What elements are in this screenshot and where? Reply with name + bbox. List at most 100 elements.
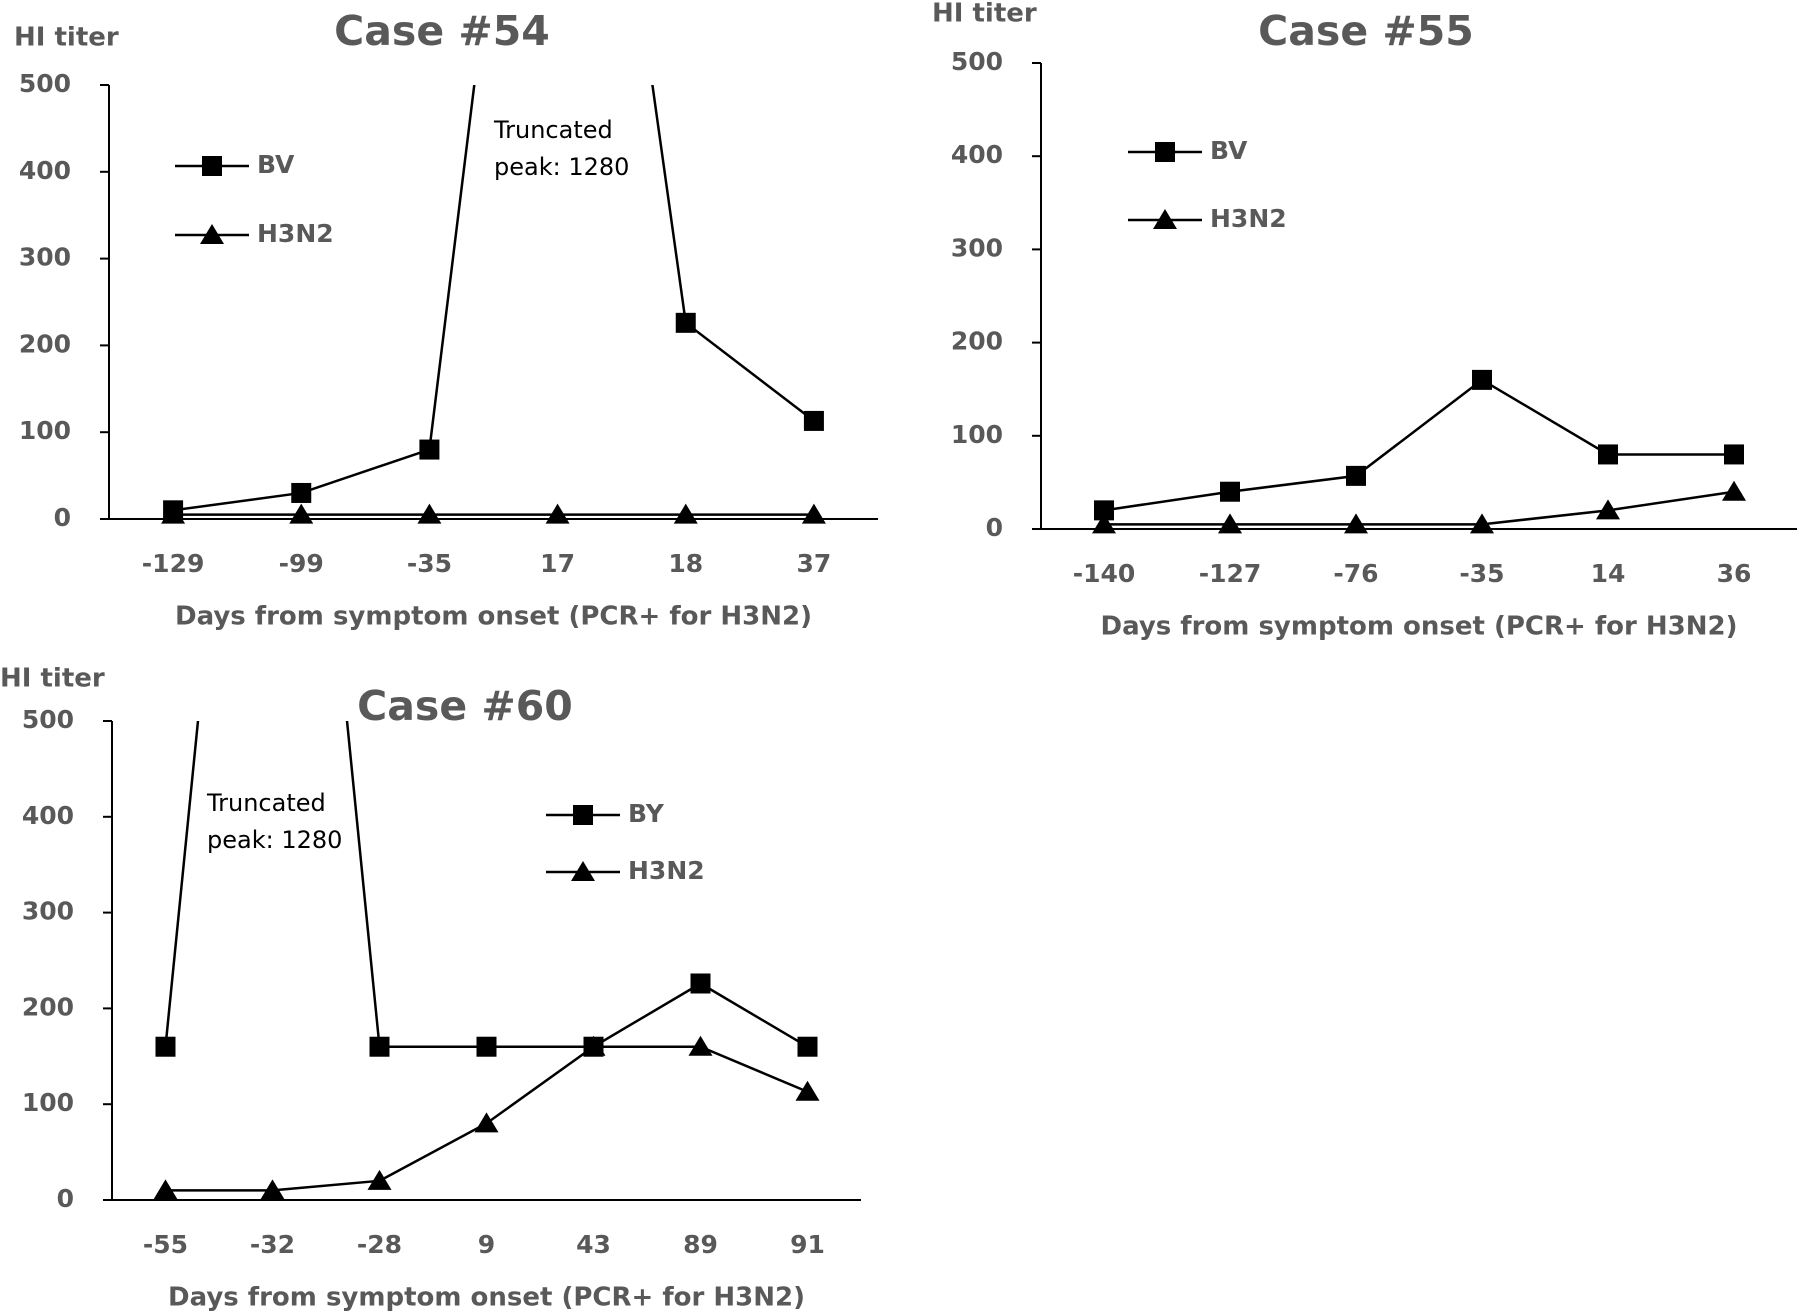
series-line [172,85,815,512]
marker-square [155,1036,176,1057]
y-tick-label: 300 [19,243,71,272]
marker-triangle [1596,499,1620,520]
marker-square [419,439,440,460]
y-tick-label: 400 [22,801,74,830]
series [161,503,826,524]
series [153,1035,820,1200]
marker-triangle [1470,513,1494,534]
series [1094,369,1744,521]
y-axis-label: HI titer [14,23,119,53]
marker-square [476,1036,497,1057]
legend-label: H3N2 [1210,204,1287,233]
marker-triangle [688,1035,713,1056]
y-tick-label: 500 [22,705,74,734]
y-tick-label: 0 [54,503,71,532]
x-tick-label: -32 [250,1230,295,1259]
series [155,721,818,1057]
y-tick-label: 100 [19,416,71,445]
marker-square [1724,444,1744,465]
x-tick-label: 91 [790,1230,825,1259]
x-tick-label: 17 [540,549,575,578]
y-tick-label: 100 [22,1088,74,1117]
y-tick-label: 500 [19,69,71,98]
marker-square [690,973,711,994]
series [163,85,824,521]
x-tick-label: -55 [143,1230,188,1259]
y-tick-label: 0 [986,513,1003,542]
marker-square [573,805,593,825]
x-tick-label: -35 [1459,559,1504,588]
x-tick-label: -99 [279,549,324,578]
x-tick-label: 37 [797,549,832,578]
y-axis-label: HI titer [932,0,1037,29]
marker-triangle [545,503,570,524]
annotation: Truncated [206,789,326,817]
annotation: peak: 1280 [494,153,629,181]
marker-triangle [200,224,224,244]
marker-square [1155,142,1175,162]
x-tick-label: 18 [668,549,703,578]
y-tick-label: 400 [951,140,1003,169]
marker-triangle [153,1179,178,1200]
x-tick-label: -28 [357,1230,402,1259]
x-tick-label: -140 [1073,559,1136,588]
marker-triangle [1092,513,1116,534]
marker-triangle [260,1179,285,1200]
y-tick-label: 400 [19,156,71,185]
y-tick-label: 500 [951,47,1003,76]
series-line [1103,378,1734,512]
marker-triangle [1722,480,1746,501]
y-tick-label: 200 [22,992,74,1021]
x-axis-label: Days from symptom onset (PCR+ for H3N2) [168,1283,805,1313]
x-tick-label: 36 [1717,559,1752,588]
marker-triangle [367,1169,392,1190]
marker-triangle [571,861,595,881]
marker-triangle [474,1112,499,1133]
legend-label: BV [257,150,295,179]
y-tick-label: 200 [19,329,71,358]
legend-label: H3N2 [628,856,705,885]
series-line [1104,490,1735,526]
marker-square [803,410,824,431]
x-tick-label: -129 [142,549,205,578]
marker-triangle [801,503,826,524]
chart-title: Case #60 [357,682,573,730]
series [1092,480,1746,534]
x-tick-label: 14 [1591,559,1626,588]
marker-triangle [1218,513,1242,534]
y-axis-label: HI titer [0,664,105,694]
marker-triangle [417,503,442,524]
marker-square [1598,444,1618,465]
marker-square [291,482,312,503]
y-tick-label: 300 [951,233,1003,262]
x-axis-label: Days from symptom onset (PCR+ for H3N2) [1101,612,1738,642]
marker-triangle [795,1080,820,1101]
marker-square [1346,465,1366,486]
marker-triangle [673,503,698,524]
y-tick-label: 100 [951,420,1003,449]
x-tick-label: 89 [683,1230,718,1259]
legend-label: BV [1210,136,1248,165]
x-tick-label: -127 [1199,559,1262,588]
marker-square [202,156,222,176]
legend-label: H3N2 [257,219,334,248]
marker-triangle [1344,513,1368,534]
legend-label: BY [628,799,665,828]
x-axis-label: Days from symptom onset (PCR+ for H3N2) [175,602,812,632]
chart-title: Case #54 [334,7,550,55]
x-tick-label: 9 [478,1230,495,1259]
x-tick-label: 43 [576,1230,611,1259]
x-tick-label: -76 [1333,559,1378,588]
x-tick-label: -35 [407,549,452,578]
y-tick-label: 200 [951,327,1003,356]
marker-triangle [161,503,186,524]
marker-square [369,1036,390,1057]
marker-square [1094,500,1114,521]
y-tick-label: 0 [57,1184,74,1213]
marker-triangle [1153,209,1177,229]
annotation: Truncated [493,116,613,144]
marker-square [797,1036,818,1057]
annotation: peak: 1280 [207,826,342,854]
chart-title: Case #55 [1258,7,1474,55]
